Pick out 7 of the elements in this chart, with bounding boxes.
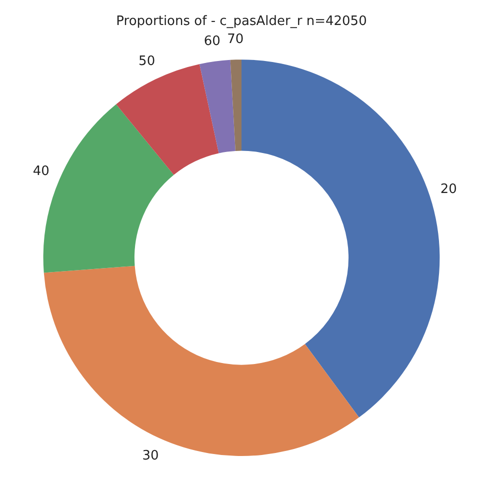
- slice-label: 30: [142, 448, 159, 464]
- chart-title: Proportions of - c_pasAlder_r n=42050: [116, 14, 367, 30]
- slice-label: 20: [440, 182, 457, 198]
- slice-label: 40: [32, 164, 50, 180]
- slice-label: 70: [227, 32, 244, 48]
- slice-label: 60: [204, 34, 220, 50]
- slice-label: 50: [138, 54, 156, 69]
